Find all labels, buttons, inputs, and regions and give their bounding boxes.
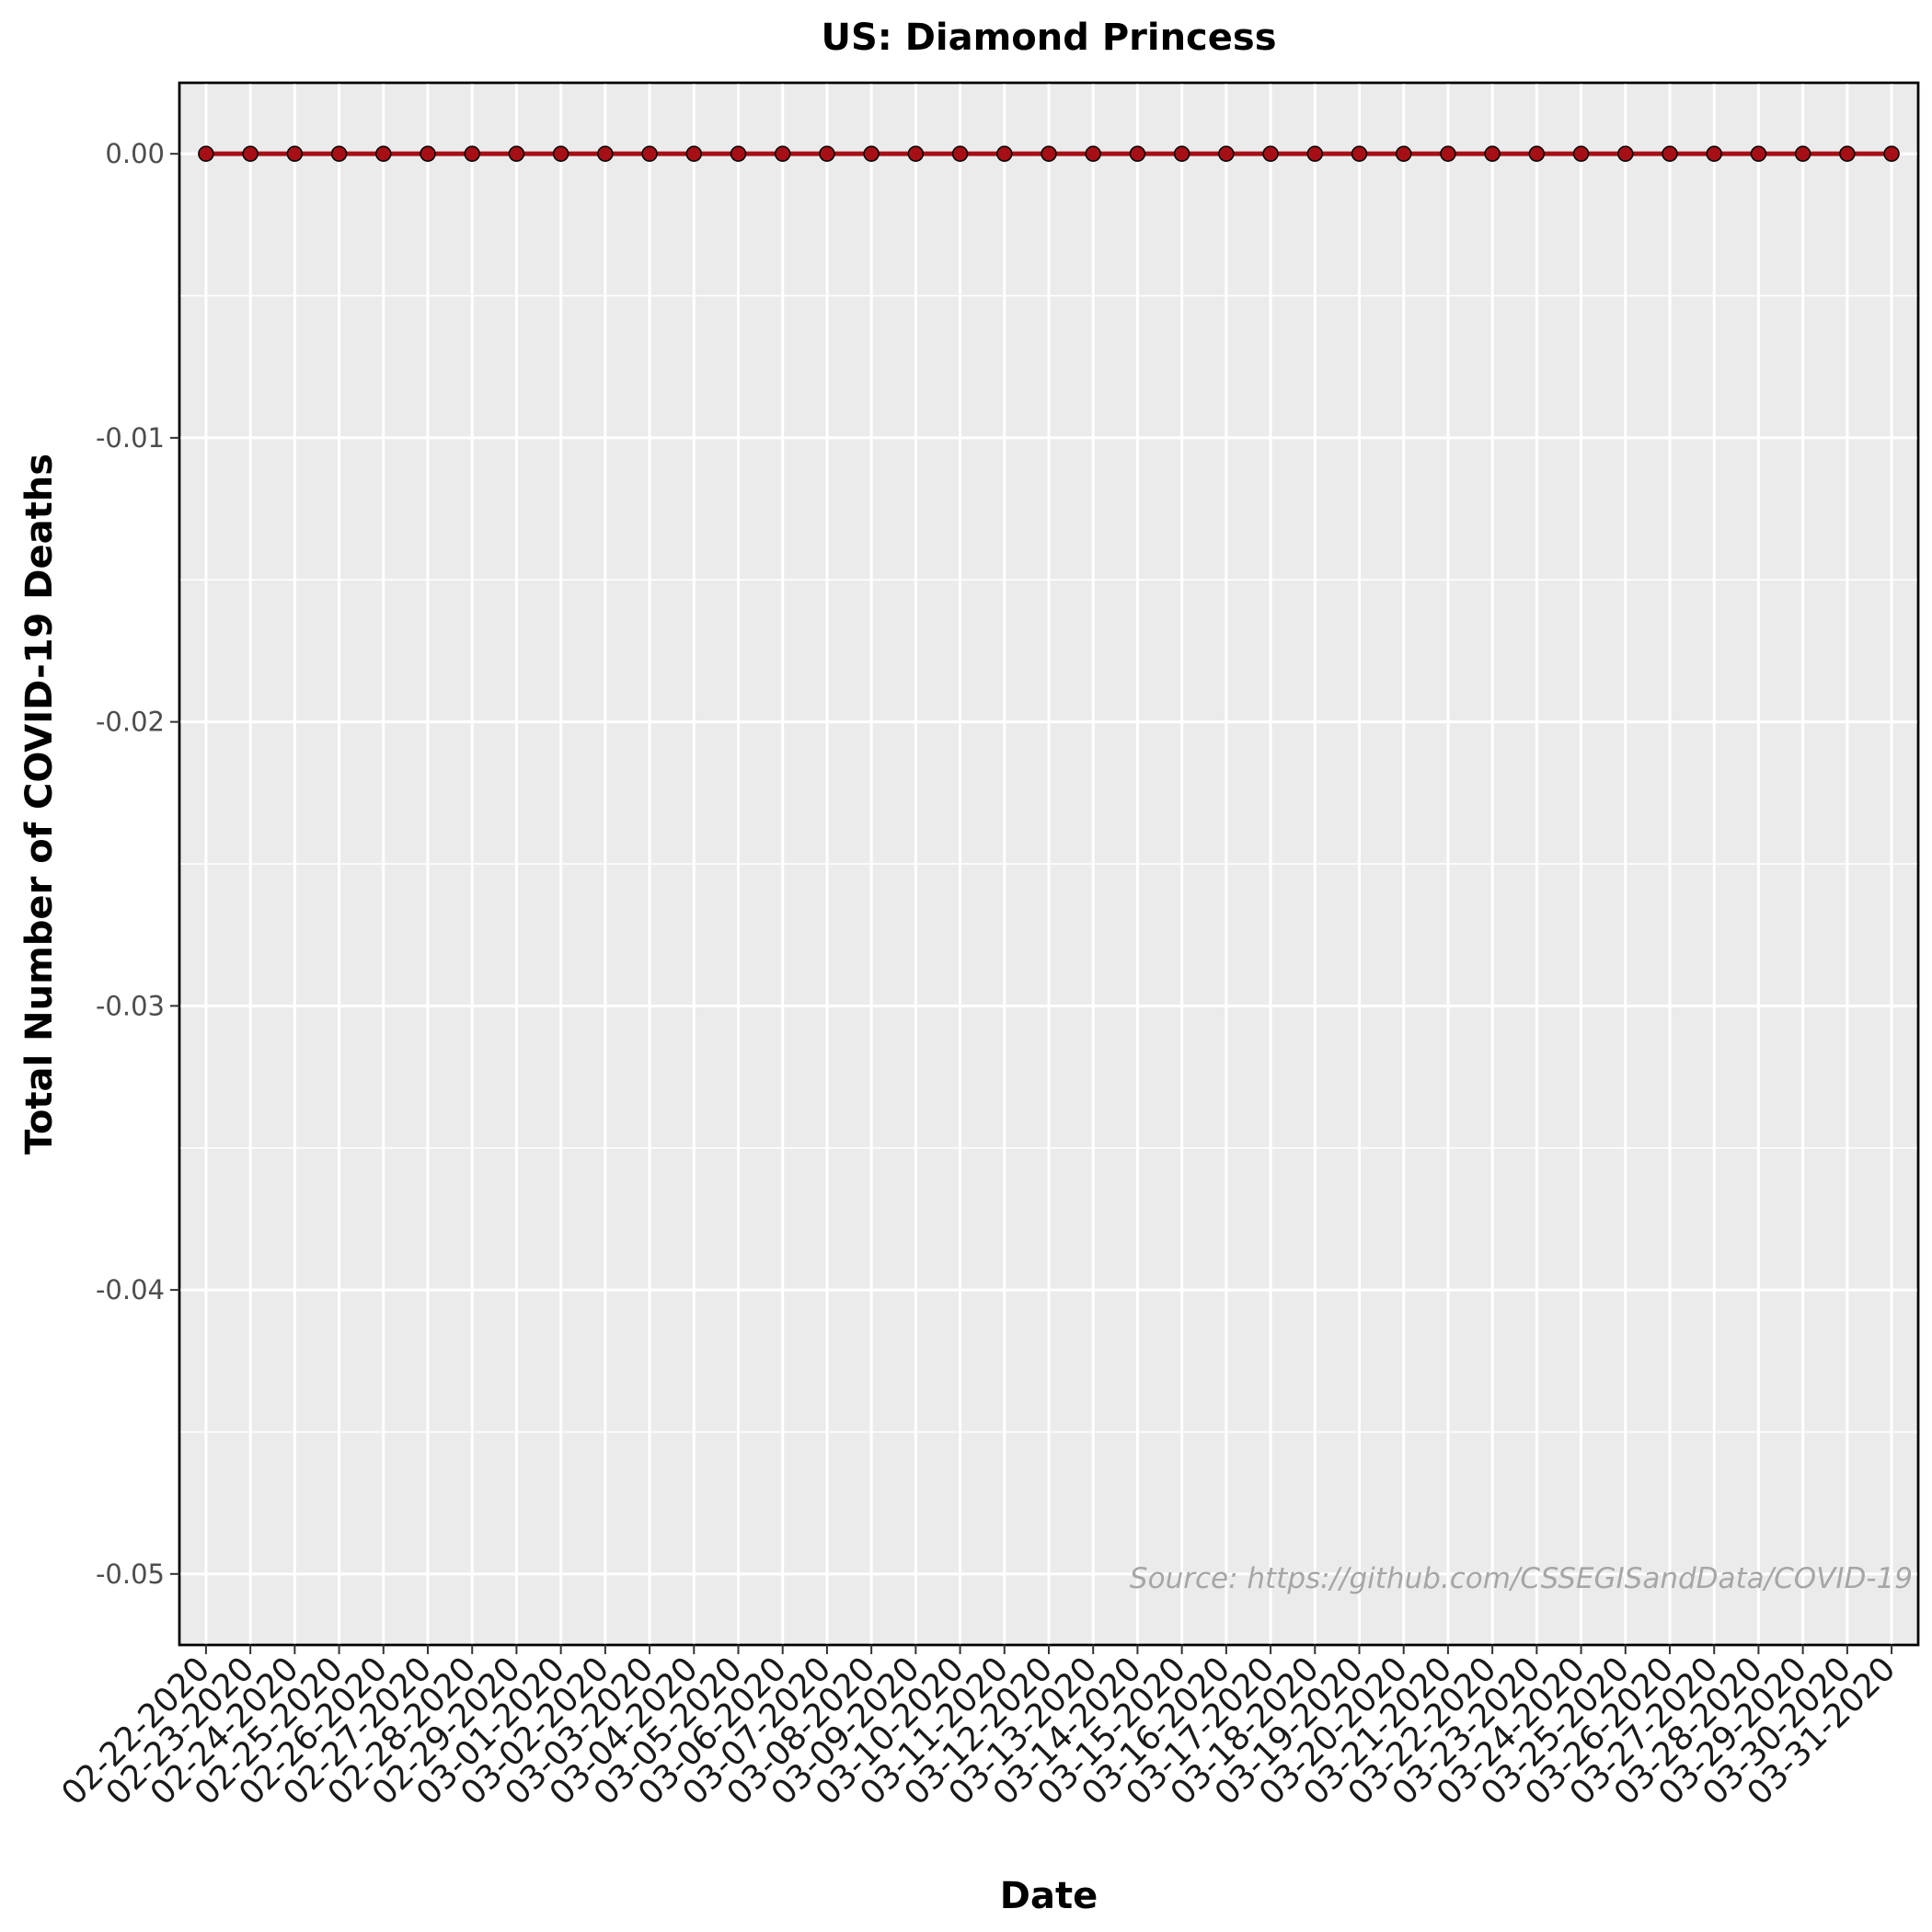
y-axis-ticks: 0.00 -0.01 -0.02 -0.03 -0.04 -0.05 — [96, 138, 179, 1590]
data-point — [1839, 145, 1856, 162]
data-point — [730, 145, 747, 162]
data-point — [1883, 145, 1900, 162]
data-point — [1706, 145, 1722, 162]
source-caption: Source: https://github.com/CSSEGISandDat… — [1130, 1562, 1913, 1595]
y-axis-title: Total Number of COVID-19 Deaths — [18, 454, 61, 1155]
data-point — [1484, 145, 1501, 162]
data-point — [1662, 145, 1678, 162]
data-point — [1173, 145, 1190, 162]
data-point — [420, 145, 436, 162]
data-point — [1617, 145, 1634, 162]
data-point — [1750, 145, 1767, 162]
data-point — [641, 145, 658, 162]
data-point — [1306, 145, 1324, 162]
data-point — [375, 145, 392, 162]
data-point — [1218, 145, 1235, 162]
data-point — [1395, 145, 1412, 162]
x-axis-title: Date — [1000, 1875, 1098, 1917]
data-point — [286, 145, 304, 162]
data-point — [1440, 145, 1456, 162]
data-point — [464, 145, 480, 162]
y-tick-label: -0.01 — [96, 422, 165, 454]
data-point — [863, 145, 880, 162]
data-point — [1041, 145, 1057, 162]
data-point — [242, 145, 259, 162]
data-point — [330, 145, 348, 162]
data-point — [951, 145, 969, 162]
data-point — [774, 145, 791, 162]
y-tick-label: -0.04 — [96, 1274, 165, 1305]
data-point — [552, 145, 569, 162]
y-tick-label: 0.00 — [105, 138, 165, 169]
data-point — [1085, 145, 1101, 162]
data-point — [1129, 145, 1146, 162]
data-point — [508, 145, 525, 162]
data-point — [597, 145, 614, 162]
data-point — [1351, 145, 1368, 162]
y-tick-label: -0.05 — [96, 1558, 165, 1590]
data-point — [907, 145, 925, 162]
data-point — [996, 145, 1013, 162]
chart-title: US: Diamond Princess — [822, 17, 1277, 59]
data-point — [198, 145, 214, 162]
major-gridlines — [179, 83, 1918, 1645]
y-tick-label: -0.03 — [96, 990, 165, 1021]
data-point — [1528, 145, 1546, 162]
data-points — [198, 145, 1900, 162]
data-point — [1794, 145, 1811, 162]
data-point — [1572, 145, 1590, 162]
data-point — [1262, 145, 1279, 162]
y-tick-label: -0.02 — [96, 707, 165, 738]
data-point — [685, 145, 703, 162]
x-axis-ticks: 02-22-202002-23-202002-24-202002-25-2020… — [54, 1645, 1903, 1812]
data-point — [819, 145, 835, 162]
